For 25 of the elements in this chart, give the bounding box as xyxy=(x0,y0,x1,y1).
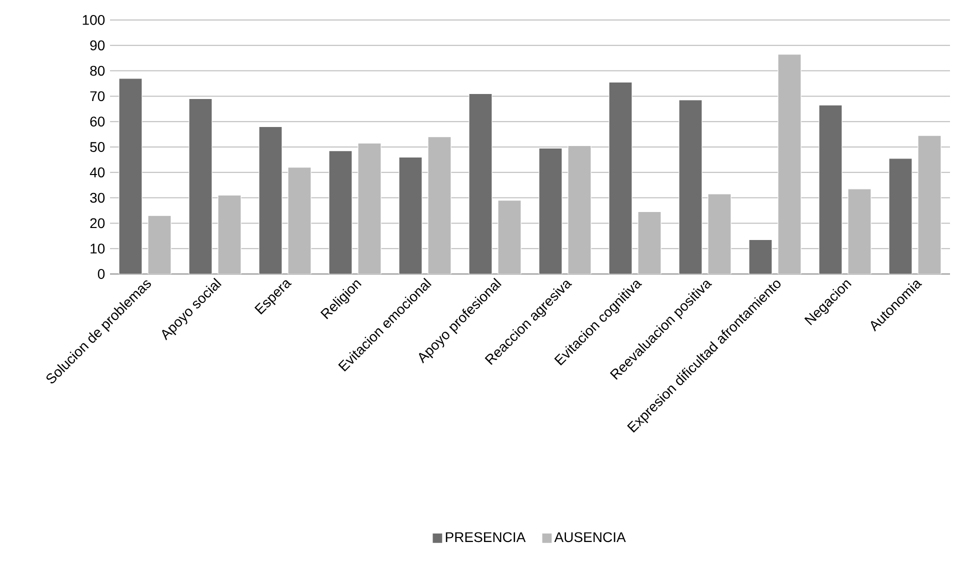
y-tick-label: 50 xyxy=(90,142,105,152)
y-tick-label: 100 xyxy=(82,15,105,25)
bar xyxy=(188,98,212,274)
bar xyxy=(398,156,422,274)
legend-label: AUSENCIA xyxy=(554,532,626,542)
y-tick-label: 70 xyxy=(90,91,105,102)
bar xyxy=(118,78,142,274)
y-tick-label: 40 xyxy=(90,167,105,178)
legend-label: PRESENCIA xyxy=(446,532,526,542)
bar xyxy=(888,158,912,274)
bar xyxy=(748,239,772,274)
bar xyxy=(678,100,702,274)
bar xyxy=(608,82,632,274)
bar xyxy=(258,126,282,274)
y-tick-label: 30 xyxy=(90,192,105,203)
bar xyxy=(468,93,492,274)
y-tick-label: 10 xyxy=(90,244,105,254)
y-tick-label: 20 xyxy=(90,218,105,228)
y-tick-label: 90 xyxy=(90,40,105,50)
bar xyxy=(328,150,352,274)
y-tick-label: 80 xyxy=(90,66,105,76)
y-tick-label: 0 xyxy=(98,269,105,279)
y-tick-label: 60 xyxy=(90,116,105,127)
bar xyxy=(538,148,562,274)
bar xyxy=(818,104,842,274)
